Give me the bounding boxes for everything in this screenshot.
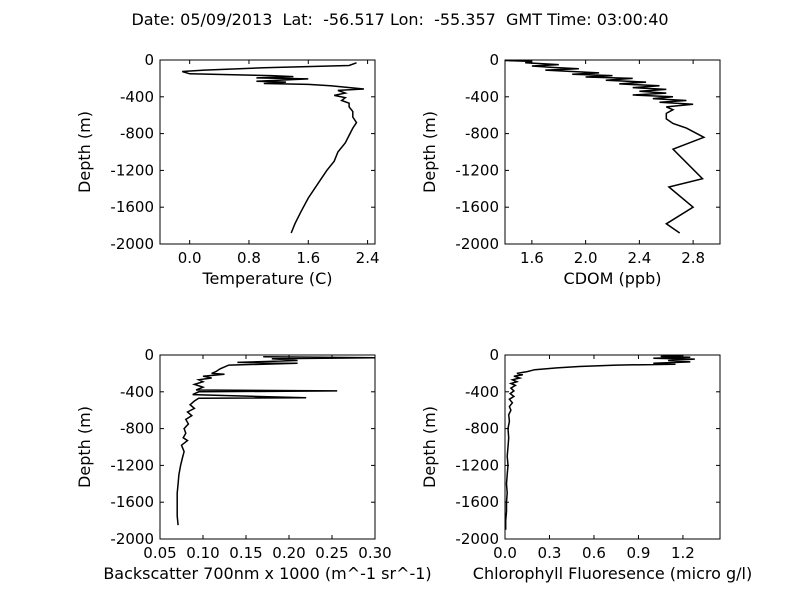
x-tick-label: 0.0 (493, 544, 517, 562)
subplot-2: 1.6 2.0 2.4 2.8 0 -400 -800 -1200 -1600 -2000 CDOM… (420, 51, 721, 288)
x-tick-label: 0.25 (315, 544, 348, 562)
y-axis-label: Depth (m) (420, 111, 439, 193)
plot-frame (159, 354, 376, 540)
x-tick-label: 2.0 (574, 249, 598, 267)
y-tick-label: -1600 (455, 198, 499, 216)
x-tick-label: 2.4 (627, 249, 651, 267)
y-tick-label: -2000 (455, 235, 499, 253)
figure-title: Date: 05/09/2013 Lat: -56.517 Lon: -55.3… (131, 10, 669, 29)
subplot-3: 0.05 0.10 0.15 0.20 0.25 0.30 0 -400 -800 -1200 -1… (75, 346, 432, 583)
x-tick-label: 1.6 (520, 249, 544, 267)
x-axis-label: Chlorophyll Fluoresence (micro g/l) (473, 564, 752, 583)
y-tick-label: 0 (489, 51, 499, 69)
y-tick-label: -1600 (110, 493, 154, 511)
x-tick-label: 0.15 (229, 544, 262, 562)
y-tick-label: -400 (120, 383, 154, 401)
x-tick-label: 0.9 (627, 544, 651, 562)
y-tick-label: -800 (120, 420, 154, 438)
plot-frame (504, 59, 721, 245)
y-tick-label: -1200 (110, 456, 154, 474)
x-tick-label: 0.10 (186, 544, 219, 562)
y-tick-label: -1200 (110, 161, 154, 179)
x-tick-label: 0.6 (582, 544, 606, 562)
y-axis-label: Depth (m) (75, 406, 94, 488)
plot-frame (504, 354, 721, 540)
y-tick-label: -400 (465, 88, 499, 106)
y-tick-label: -1600 (455, 493, 499, 511)
x-tick-label: 0.05 (143, 544, 176, 562)
profile-line (505, 60, 706, 234)
x-axis-label: Backscatter 700nm x 1000 (m^-1 sr^-1) (103, 564, 431, 583)
y-axis-label: Depth (m) (75, 111, 94, 193)
x-tick-label: 1.2 (671, 544, 695, 562)
subplot-4: 0.0 0.3 0.6 0.9 1.2 0 -400 -800 -1200 -1600 -2000 C… (420, 346, 752, 583)
subplot-1: 0.0 0.8 1.6 2.4 0 -400 -800 -1200 -1600 -2000 Temp… (75, 51, 380, 288)
x-tick-label: 0.0 (178, 249, 202, 267)
y-tick-label: -2000 (110, 530, 154, 548)
x-tick-label: 2.4 (356, 249, 380, 267)
y-tick-label: -400 (465, 383, 499, 401)
plot-frame (159, 59, 376, 245)
x-tick-label: 0.3 (538, 544, 562, 562)
profile-line (176, 356, 375, 526)
y-axis-label: Depth (m) (420, 406, 439, 488)
x-tick-label: 0.30 (358, 544, 391, 562)
profile-line (181, 62, 364, 234)
x-tick-label: 0.8 (237, 249, 261, 267)
x-tick-label: 1.6 (296, 249, 320, 267)
x-axis-label: Temperature (C) (201, 269, 332, 288)
y-tick-label: -2000 (455, 530, 499, 548)
y-tick-label: -1200 (455, 456, 499, 474)
y-tick-label: -1600 (110, 198, 154, 216)
y-tick-label: 0 (489, 346, 499, 364)
x-axis-label: CDOM (ppb) (564, 269, 662, 288)
y-tick-label: -400 (120, 88, 154, 106)
y-tick-label: -2000 (110, 235, 154, 253)
profile-line (505, 355, 695, 530)
y-tick-label: -800 (465, 420, 499, 438)
x-tick-label: 0.20 (272, 544, 305, 562)
x-tick-label: 2.8 (681, 249, 705, 267)
y-tick-label: 0 (144, 51, 154, 69)
y-tick-label: -1200 (455, 161, 499, 179)
y-tick-label: 0 (144, 346, 154, 364)
y-tick-label: -800 (465, 125, 499, 143)
y-tick-label: -800 (120, 125, 154, 143)
